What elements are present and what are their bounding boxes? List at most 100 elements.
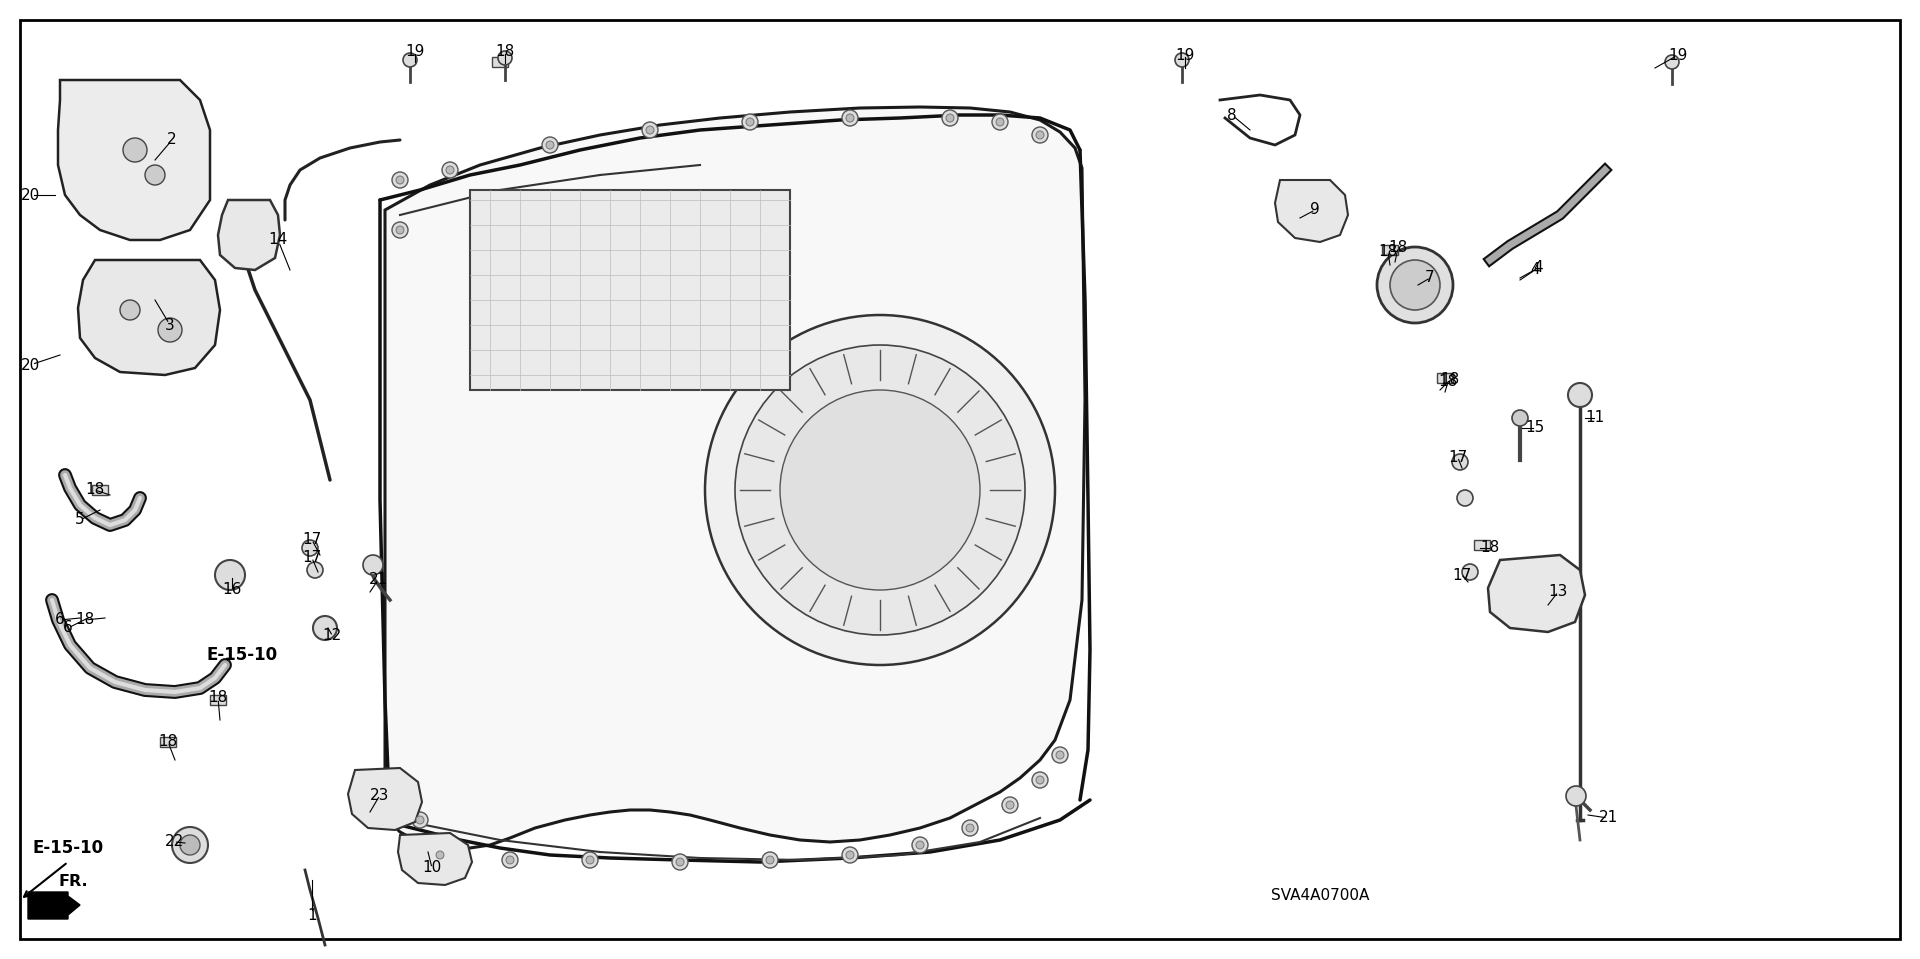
Text: 19: 19 — [405, 44, 424, 59]
Circle shape — [1052, 747, 1068, 763]
Circle shape — [417, 816, 424, 824]
Circle shape — [1037, 776, 1044, 784]
Circle shape — [626, 225, 735, 335]
Text: 18: 18 — [75, 613, 94, 627]
Text: 1: 1 — [307, 907, 317, 923]
Text: FR.: FR. — [58, 875, 88, 890]
Text: 18: 18 — [1440, 372, 1459, 387]
Circle shape — [1457, 490, 1473, 506]
Circle shape — [912, 837, 927, 853]
Circle shape — [741, 114, 758, 130]
Circle shape — [157, 318, 182, 342]
Bar — [1436, 373, 1453, 383]
Circle shape — [1033, 127, 1048, 143]
Text: 5: 5 — [75, 512, 84, 527]
Circle shape — [916, 841, 924, 849]
Circle shape — [1567, 786, 1586, 806]
Text: 14: 14 — [269, 232, 288, 247]
Circle shape — [392, 222, 407, 238]
Text: 22: 22 — [165, 834, 184, 850]
Text: 19: 19 — [1668, 48, 1688, 62]
Circle shape — [1002, 797, 1018, 813]
Circle shape — [1175, 53, 1188, 67]
Text: 12: 12 — [323, 627, 342, 643]
Circle shape — [1452, 454, 1469, 470]
Circle shape — [762, 852, 778, 868]
Bar — [1475, 540, 1490, 550]
Circle shape — [313, 616, 338, 640]
Bar — [92, 485, 108, 495]
Polygon shape — [397, 833, 472, 885]
Circle shape — [947, 114, 954, 122]
Circle shape — [1569, 383, 1592, 407]
Bar — [470, 190, 789, 390]
Circle shape — [180, 835, 200, 855]
Text: 6: 6 — [56, 613, 65, 627]
Text: 17: 17 — [1452, 568, 1471, 582]
Circle shape — [672, 854, 687, 870]
Circle shape — [996, 118, 1004, 126]
Text: 18: 18 — [1388, 241, 1407, 255]
Text: 10: 10 — [422, 860, 442, 876]
Circle shape — [1513, 410, 1528, 426]
Text: 18: 18 — [157, 735, 179, 750]
Circle shape — [396, 226, 403, 234]
Text: 18: 18 — [84, 482, 104, 498]
Circle shape — [1037, 131, 1044, 139]
Polygon shape — [219, 200, 280, 270]
Text: 15: 15 — [1524, 420, 1544, 435]
Polygon shape — [386, 107, 1085, 848]
Circle shape — [501, 852, 518, 868]
Circle shape — [413, 812, 428, 828]
FancyBboxPatch shape — [19, 20, 1901, 939]
Text: 2: 2 — [167, 132, 177, 148]
Circle shape — [645, 126, 655, 134]
Circle shape — [307, 562, 323, 578]
Bar — [209, 695, 227, 705]
Circle shape — [119, 300, 140, 320]
Circle shape — [436, 851, 444, 859]
Circle shape — [1665, 55, 1678, 69]
Text: 17: 17 — [301, 532, 323, 548]
Circle shape — [432, 847, 447, 863]
Circle shape — [943, 110, 958, 126]
Circle shape — [1377, 247, 1453, 323]
Polygon shape — [29, 892, 81, 919]
Circle shape — [599, 200, 760, 360]
Circle shape — [442, 162, 459, 178]
Circle shape — [1461, 564, 1478, 580]
Text: 17: 17 — [1448, 451, 1467, 465]
Text: 4: 4 — [1534, 261, 1544, 275]
Polygon shape — [1488, 555, 1586, 632]
Text: 21: 21 — [1597, 810, 1619, 826]
Text: 20: 20 — [21, 358, 40, 372]
Text: 21: 21 — [369, 573, 388, 588]
Circle shape — [766, 856, 774, 864]
Text: 11: 11 — [1586, 410, 1605, 426]
Text: 7: 7 — [1425, 270, 1434, 286]
Text: SVA4A0700A: SVA4A0700A — [1271, 887, 1369, 902]
Circle shape — [780, 390, 979, 590]
Circle shape — [497, 51, 513, 65]
Circle shape — [993, 114, 1008, 130]
Text: 13: 13 — [1548, 584, 1569, 599]
Circle shape — [1006, 801, 1014, 809]
Bar — [159, 737, 177, 747]
Circle shape — [445, 166, 453, 174]
Circle shape — [843, 110, 858, 126]
Circle shape — [966, 824, 973, 832]
Circle shape — [363, 555, 382, 575]
Circle shape — [747, 118, 755, 126]
Circle shape — [582, 852, 597, 868]
Text: 9: 9 — [1309, 202, 1319, 218]
Circle shape — [705, 315, 1054, 665]
Text: E-15-10: E-15-10 — [207, 646, 278, 664]
Polygon shape — [58, 80, 209, 240]
Circle shape — [735, 345, 1025, 635]
Polygon shape — [79, 260, 221, 375]
Circle shape — [847, 851, 854, 859]
Circle shape — [847, 114, 854, 122]
Circle shape — [545, 141, 555, 149]
Text: 4: 4 — [1530, 263, 1540, 277]
Circle shape — [641, 122, 659, 138]
